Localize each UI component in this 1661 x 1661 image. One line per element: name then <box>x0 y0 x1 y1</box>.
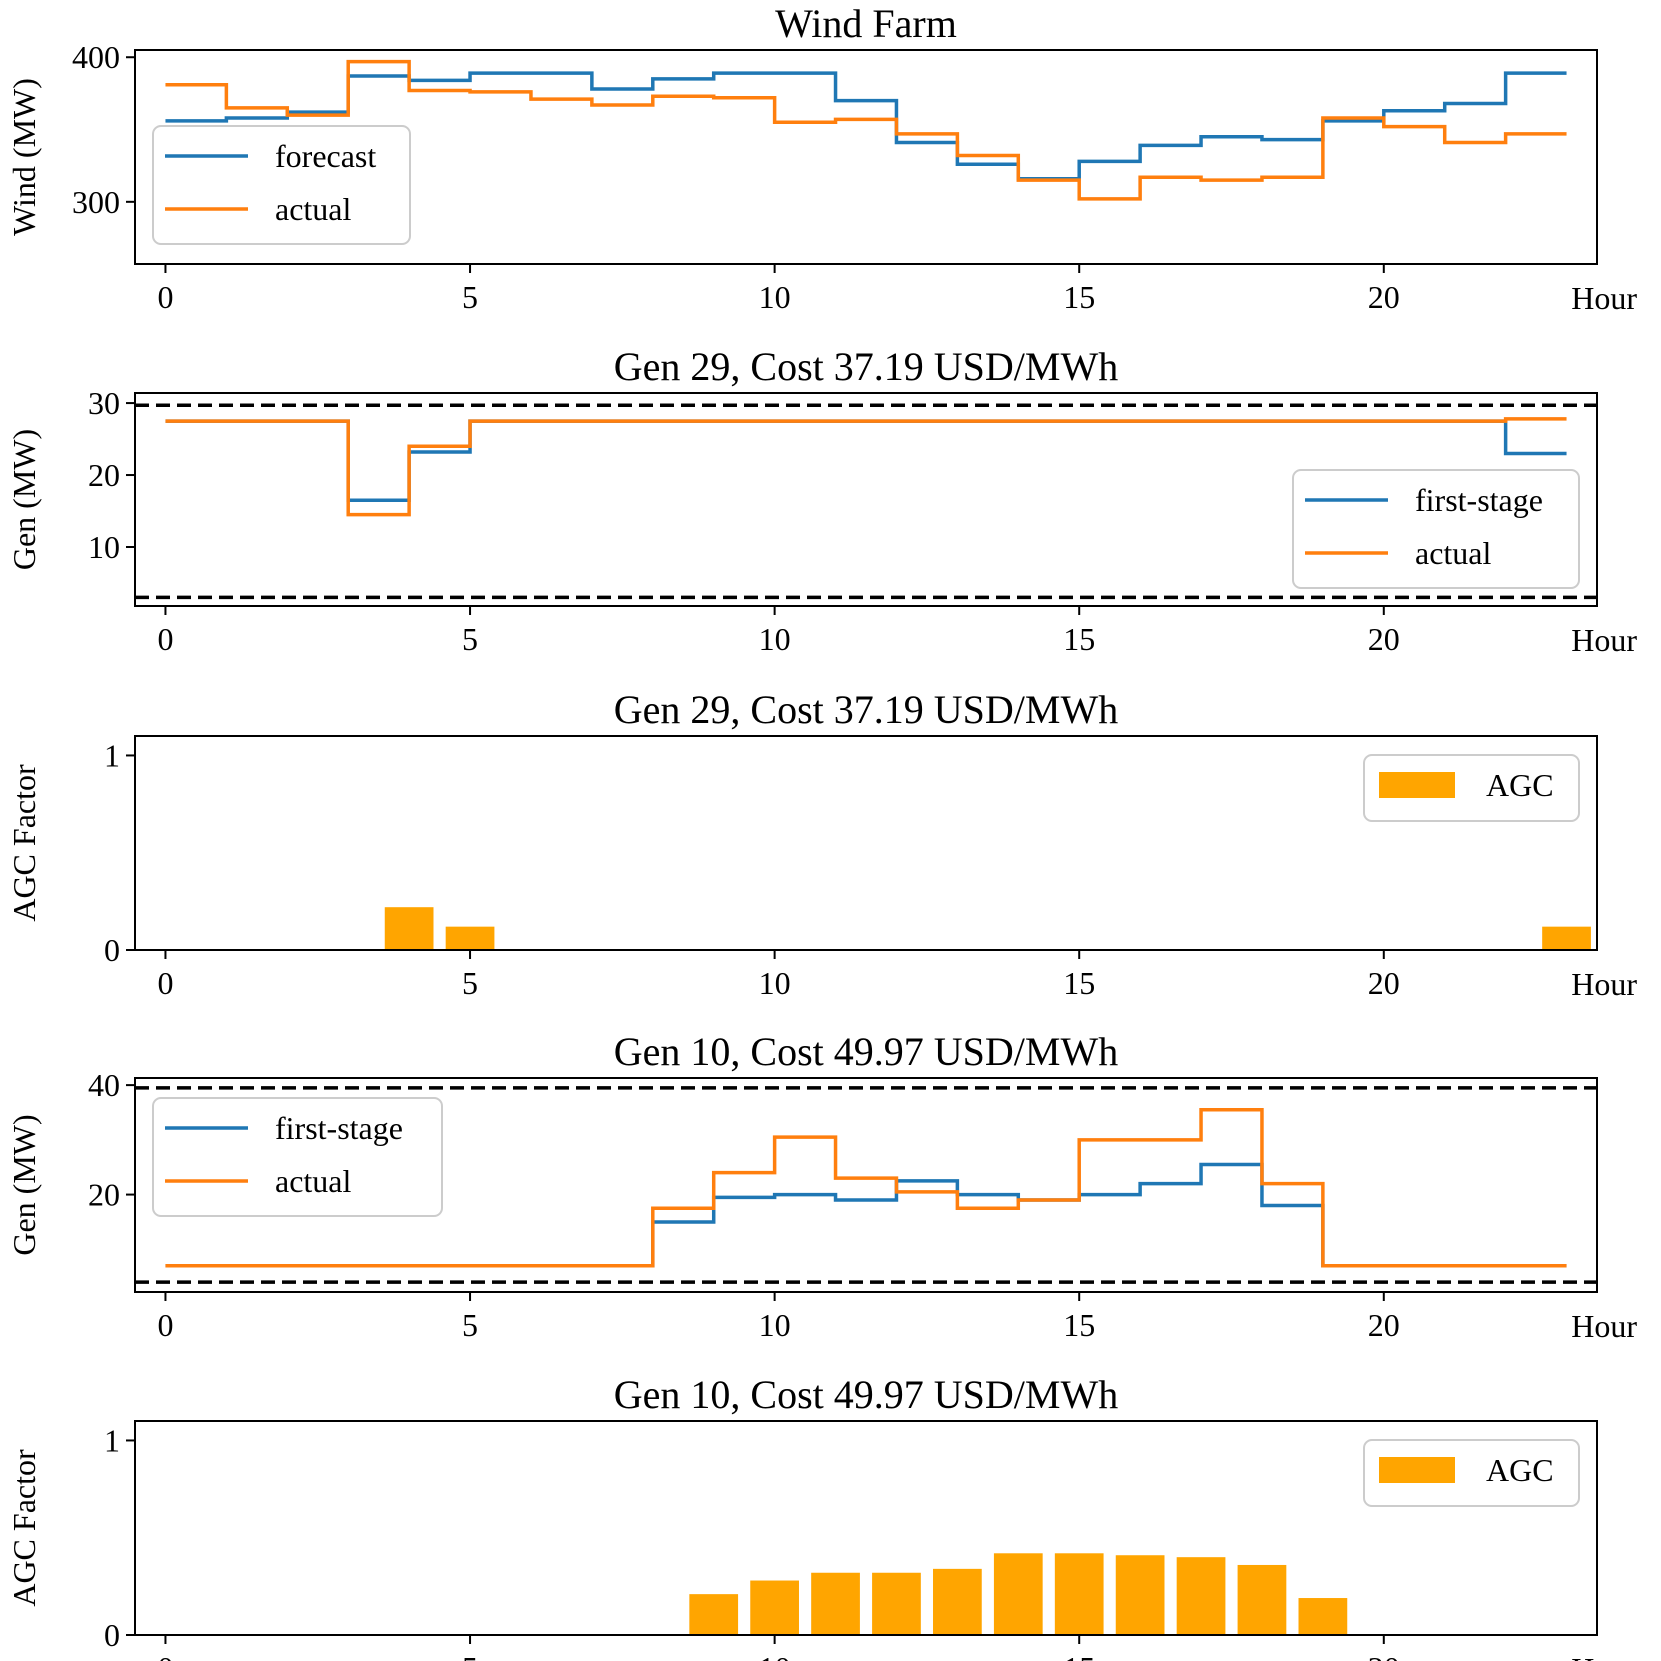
x-tick-label: 10 <box>759 1307 791 1343</box>
legend-swatch-AGC <box>1379 772 1455 798</box>
agc-bar-hour-16 <box>1115 1555 1165 1635</box>
panel-title: Gen 10, Cost 49.97 USD/MWh <box>614 1372 1118 1417</box>
agc-bar-hour-12 <box>872 1572 921 1635</box>
legend: first-stage actual <box>1292 469 1580 589</box>
legend: AGC <box>1363 754 1580 822</box>
x-tick-label: 20 <box>1368 279 1400 315</box>
x-tick-label: 0 <box>157 621 173 657</box>
panel-wind: Wind Farm 0 5 10 15 20 300 400 Hour Wind (MW) fore… <box>6 1 1637 316</box>
legend-box <box>1363 754 1580 822</box>
plot-frame <box>134 49 1598 265</box>
series-actual-line <box>165 59 1567 201</box>
series-actual-line <box>165 417 1567 517</box>
panel-gen29: Gen 29, Cost 37.19 USD/MWh 0 5 10 15 20 10 20 30… <box>6 344 1637 658</box>
agc-bar-hour-13 <box>933 1568 982 1635</box>
panel-agc10: Gen 10, Cost 49.97 USD/MWh 0 5 10 15 20 0 1 Hour… <box>6 1372 1637 1661</box>
x-axis-label: Hour <box>1571 622 1637 658</box>
y-tick-label: 20 <box>88 1177 120 1213</box>
y-tick-label: 300 <box>72 184 120 220</box>
x-axis-label: Hour <box>1571 280 1637 316</box>
y-axis-label: AGC Factor <box>6 764 42 922</box>
legend-label: actual <box>275 1163 352 1199</box>
x-tick-label: 10 <box>759 621 791 657</box>
panel-title: Gen 29, Cost 37.19 USD/MWh <box>614 687 1118 732</box>
y-axis-label: Gen (MW) <box>6 429 42 570</box>
y-axis-label: Gen (MW) <box>6 1114 42 1255</box>
legend: forecast actual <box>152 125 411 245</box>
x-tick-label: 0 <box>157 279 173 315</box>
legend: first-stage actual <box>152 1097 443 1217</box>
x-tick-label: 5 <box>462 621 478 657</box>
legend-label: AGC <box>1486 767 1554 803</box>
plot-frame <box>134 1077 1598 1293</box>
x-axis-label: Hour <box>1571 1651 1637 1661</box>
agc-bar-hour-17 <box>1176 1557 1226 1635</box>
x-tick-label: 5 <box>462 279 478 315</box>
agc-bar-hour-18 <box>1237 1564 1287 1635</box>
agc-bar-hour-14 <box>993 1553 1043 1635</box>
series-actual-line <box>165 1107 1567 1268</box>
y-tick-label: 400 <box>72 39 120 75</box>
x-tick-label: 10 <box>759 1650 791 1661</box>
legend-box <box>1363 1439 1580 1507</box>
x-tick-label: 15 <box>1063 1650 1095 1661</box>
x-tick-label: 15 <box>1063 621 1095 657</box>
x-tick-label: 15 <box>1063 1307 1095 1343</box>
x-tick-label: 15 <box>1063 279 1095 315</box>
panel-title: Gen 29, Cost 37.19 USD/MWh <box>614 344 1118 389</box>
agc-bar-hour-11 <box>811 1572 860 1635</box>
y-tick-label: 0 <box>104 932 120 968</box>
agc-bar-hour-4 <box>384 907 434 950</box>
x-tick-label: 10 <box>759 279 791 315</box>
y-tick-label: 1 <box>104 737 120 773</box>
panel-title: Gen 10, Cost 49.97 USD/MWh <box>614 1029 1118 1074</box>
x-tick-label: 0 <box>157 1650 173 1661</box>
x-axis-label: Hour <box>1571 1308 1637 1344</box>
agc-bar-hour-10 <box>750 1580 799 1635</box>
y-tick-label: 40 <box>88 1067 120 1103</box>
y-tick-label: 30 <box>88 385 120 421</box>
x-tick-label: 15 <box>1063 965 1095 1001</box>
legend-label: first-stage <box>275 1110 403 1146</box>
legend-label: actual <box>275 191 352 227</box>
plot-frame <box>134 735 1598 951</box>
x-tick-label: 5 <box>462 1307 478 1343</box>
agc-bar-hour-19 <box>1298 1598 1348 1635</box>
legend-label: AGC <box>1486 1452 1554 1488</box>
legend-label: actual <box>1415 535 1492 571</box>
agc-bar-hour-15 <box>1054 1553 1104 1635</box>
y-tick-label: 0 <box>104 1617 120 1653</box>
x-tick-label: 0 <box>157 965 173 1001</box>
x-axis-label: Hour <box>1571 966 1637 1002</box>
legend: AGC <box>1363 1439 1580 1507</box>
x-tick-label: 20 <box>1368 1307 1400 1343</box>
x-tick-label: 20 <box>1368 1650 1400 1661</box>
x-tick-label: 0 <box>157 1307 173 1343</box>
panel-gen10: Gen 10, Cost 49.97 USD/MWh 0 5 10 15 20 20 40 Ho… <box>6 1029 1637 1344</box>
agc-bar-hour-9 <box>689 1594 739 1635</box>
y-axis-label: Wind (MW) <box>6 78 42 236</box>
plot-frame <box>134 392 1598 607</box>
x-tick-label: 20 <box>1368 621 1400 657</box>
y-tick-label: 1 <box>104 1422 120 1458</box>
legend-label: first-stage <box>1415 482 1543 518</box>
legend-label: forecast <box>275 138 376 174</box>
y-axis-label: AGC Factor <box>6 1449 42 1607</box>
plot-frame <box>134 1420 1598 1636</box>
x-tick-label: 5 <box>462 1650 478 1661</box>
agc-bar-hour-23 <box>1542 926 1591 950</box>
agc-bar-hour-5 <box>445 926 495 950</box>
panel-title: Wind Farm <box>775 1 957 46</box>
y-tick-label: 10 <box>88 529 120 565</box>
legend-swatch-AGC <box>1379 1457 1455 1483</box>
x-tick-label: 20 <box>1368 965 1400 1001</box>
y-tick-label: 20 <box>88 457 120 493</box>
panel-agc29: Gen 29, Cost 37.19 USD/MWh 0 5 10 15 20 0 1 Hour… <box>6 687 1637 1002</box>
x-tick-label: 10 <box>759 965 791 1001</box>
x-tick-label: 5 <box>462 965 478 1001</box>
